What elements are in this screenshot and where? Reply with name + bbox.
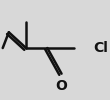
Text: O: O — [56, 80, 67, 94]
Text: Cl: Cl — [93, 41, 108, 55]
